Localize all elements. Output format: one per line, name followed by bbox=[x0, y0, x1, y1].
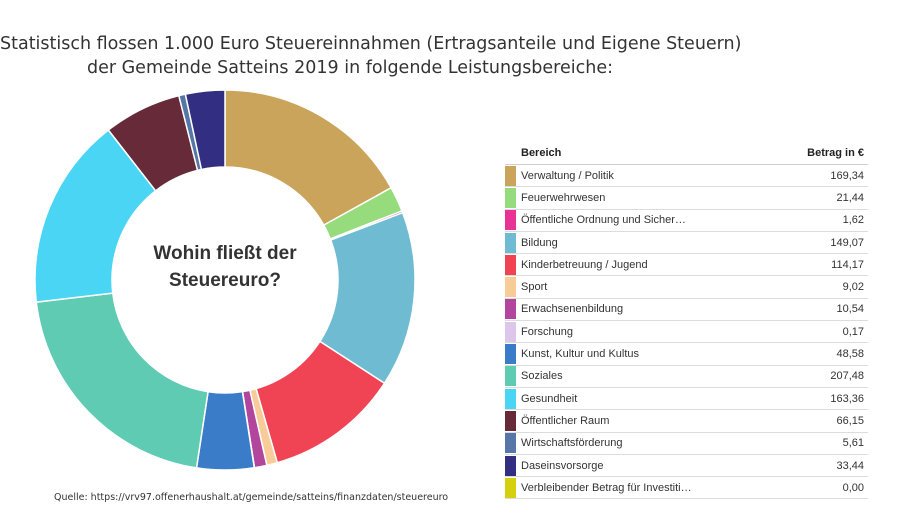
legend-value: 207,48 bbox=[760, 365, 868, 388]
legend-value: 1,62 bbox=[760, 209, 868, 232]
legend-label: Erwachsenenbildung bbox=[516, 298, 761, 322]
center-label-line-2: Steuereuro? bbox=[169, 270, 281, 291]
legend-swatch-cell bbox=[505, 320, 516, 344]
legend-value: 0,00 bbox=[760, 476, 868, 500]
legend-row[interactable]: Erwachsenenbildung 10,54 bbox=[505, 298, 868, 322]
legend-swatch-cell bbox=[505, 209, 516, 232]
title-line-2: der Gemeinde Satteins 2019 in folgende L… bbox=[86, 58, 614, 78]
legend-label: Kunst, Kultur und Kultus bbox=[516, 342, 761, 366]
legend-swatch-cell bbox=[505, 186, 516, 210]
legend-swatch bbox=[505, 477, 516, 498]
legend-value: 10,54 bbox=[760, 298, 868, 322]
legend-swatch-cell bbox=[505, 432, 516, 455]
legend-label: Kinderbetreuung / Jugend bbox=[516, 253, 761, 277]
legend-swatch-cell bbox=[505, 409, 516, 433]
legend-table: Bereich Betrag in € Verwaltung / Politik… bbox=[505, 142, 868, 500]
legend-row[interactable]: Feuerwehrwesen 21,44 bbox=[505, 186, 868, 210]
legend-row[interactable]: Bildung 149,07 bbox=[505, 231, 868, 255]
legend-label: Wirtschaftsförderung bbox=[516, 432, 761, 455]
legend-label: Bildung bbox=[516, 231, 761, 255]
legend-value: 149,07 bbox=[760, 231, 868, 255]
donut-slice-14[interactable] bbox=[184, 89, 226, 171]
legend-row[interactable]: Öffentlicher Raum 66,15 bbox=[505, 409, 868, 433]
legend-value: 169,34 bbox=[760, 164, 868, 188]
donut-center-label: Wohin fließt der Steuereuro? bbox=[120, 240, 330, 294]
legend-swatch bbox=[505, 254, 516, 275]
legend-row[interactable]: Öffentliche Ordnung und Sicher… 1,62 bbox=[505, 209, 868, 232]
legend-row[interactable]: Soziales 207,48 bbox=[505, 365, 868, 388]
legend-swatch-cell bbox=[505, 365, 516, 388]
legend-row[interactable]: Kinderbetreuung / Jugend 114,17 bbox=[505, 253, 868, 277]
legend-swatch-cell bbox=[505, 231, 516, 255]
legend-swatch-cell bbox=[505, 298, 516, 322]
legend-header-betrag: Betrag in € bbox=[760, 142, 868, 165]
legend-swatch bbox=[505, 321, 516, 342]
legend-value: 0,17 bbox=[760, 320, 868, 344]
legend-swatch bbox=[505, 410, 516, 431]
legend-label: Öffentlicher Raum bbox=[516, 409, 761, 433]
legend-label: Feuerwehrwesen bbox=[516, 186, 761, 210]
legend-row[interactable]: Verwaltung / Politik 169,34 bbox=[505, 164, 868, 188]
legend-value: 21,44 bbox=[760, 186, 868, 210]
source-note: Quelle: https://vrv97.offenerhaushalt.at… bbox=[54, 492, 449, 503]
legend-value: 9,02 bbox=[760, 275, 868, 299]
legend-swatch bbox=[505, 232, 516, 253]
legend-swatch bbox=[505, 277, 516, 298]
legend-value: 48,58 bbox=[760, 342, 868, 366]
legend-label: Daseinsvorsorge bbox=[516, 454, 761, 478]
legend-swatch bbox=[505, 388, 516, 409]
legend-swatch bbox=[505, 455, 516, 476]
legend-row[interactable]: Verbleibender Betrag für Investiti… 0,00 bbox=[505, 476, 868, 500]
legend-value: 33,44 bbox=[760, 454, 868, 478]
legend-swatch bbox=[505, 433, 516, 454]
legend-label: Gesundheit bbox=[516, 387, 761, 411]
legend-swatch bbox=[505, 299, 516, 320]
legend-header-bereich: Bereich bbox=[505, 142, 761, 165]
legend-swatch-cell bbox=[505, 454, 516, 478]
legend-row[interactable]: Sport 9,02 bbox=[505, 275, 868, 299]
legend-value: 163,36 bbox=[760, 387, 868, 411]
legend-value: 66,15 bbox=[760, 409, 868, 433]
legend-value: 5,61 bbox=[760, 432, 868, 455]
legend-row[interactable]: Forschung 0,17 bbox=[505, 320, 868, 344]
legend-swatch bbox=[505, 210, 516, 231]
legend-swatch bbox=[505, 165, 516, 186]
legend-row[interactable]: Daseinsvorsorge 33,44 bbox=[505, 454, 868, 478]
legend-swatch bbox=[505, 344, 516, 365]
legend-swatch-cell bbox=[505, 476, 516, 500]
center-label-line-1: Wohin fließt der bbox=[153, 243, 297, 264]
legend-swatch-cell bbox=[505, 164, 516, 188]
legend-swatch-cell bbox=[505, 275, 516, 299]
legend-row[interactable]: Kunst, Kultur und Kultus 48,58 bbox=[505, 342, 868, 366]
legend-label: Öffentliche Ordnung und Sicher… bbox=[516, 209, 761, 232]
legend-label: Forschung bbox=[516, 320, 761, 344]
title-line-1: Statistisch flossen 1.000 Euro Steuerein… bbox=[0, 34, 742, 54]
legend-row[interactable]: Gesundheit 163,36 bbox=[505, 387, 868, 411]
legend-header-row: Bereich Betrag in € bbox=[505, 142, 868, 165]
legend-swatch bbox=[505, 187, 516, 208]
legend-swatch-cell bbox=[505, 342, 516, 366]
donut-slice-10[interactable] bbox=[35, 292, 209, 469]
legend-row[interactable]: Wirtschaftsförderung 5,61 bbox=[505, 432, 868, 455]
legend-swatch-cell bbox=[505, 253, 516, 277]
legend-label: Verbleibender Betrag für Investiti… bbox=[516, 476, 761, 500]
legend-value: 114,17 bbox=[760, 253, 868, 277]
legend-label: Soziales bbox=[516, 365, 761, 388]
donut-chart bbox=[34, 89, 416, 471]
page-title: Statistisch flossen 1.000 Euro Steuerein… bbox=[0, 32, 742, 80]
legend-label: Sport bbox=[516, 275, 761, 299]
legend-swatch bbox=[505, 366, 516, 387]
legend-label: Verwaltung / Politik bbox=[516, 164, 761, 188]
legend-swatch-cell bbox=[505, 387, 516, 411]
